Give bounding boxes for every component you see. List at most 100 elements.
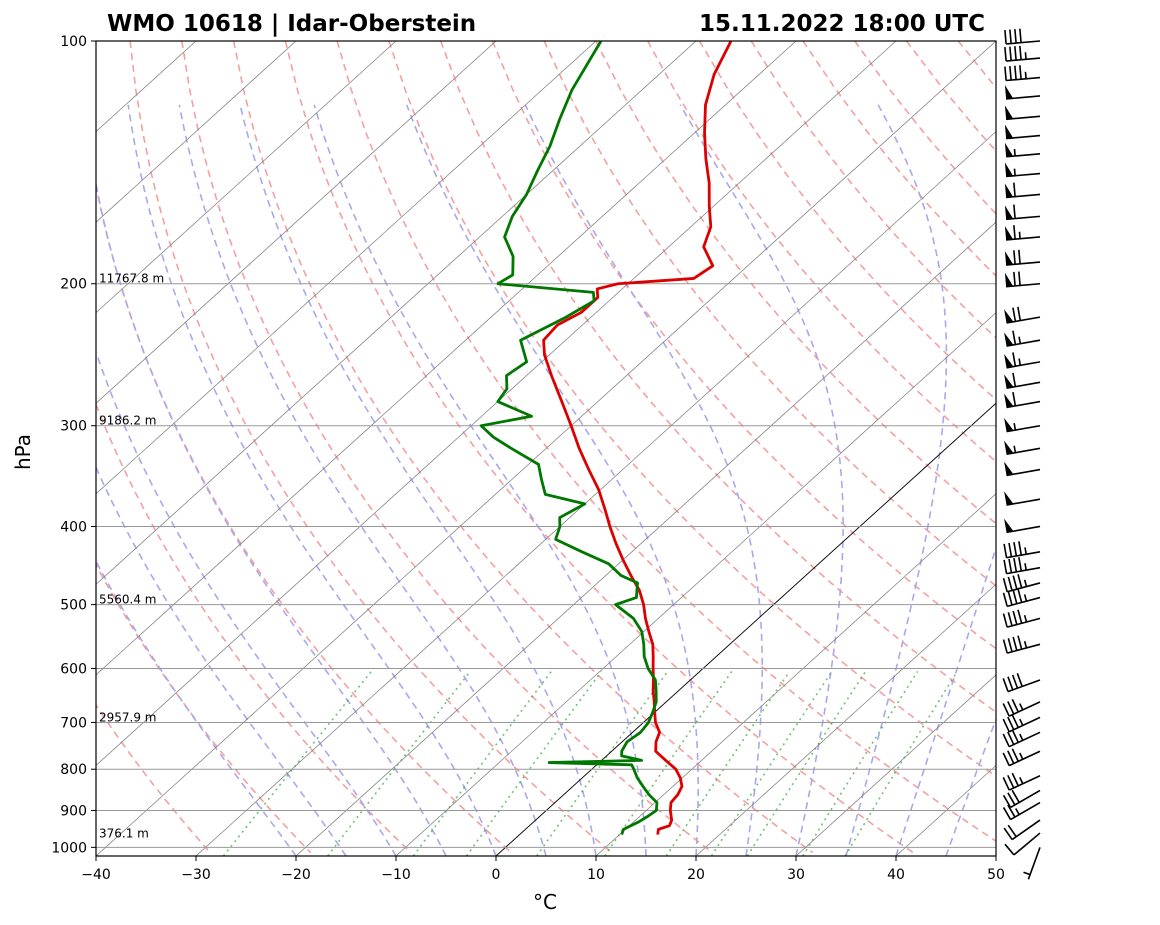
- wind-barb: [1004, 105, 1041, 121]
- barb-flag: [1018, 557, 1023, 572]
- barb-staff: [1006, 215, 1041, 221]
- barb-half-flag: [1013, 168, 1016, 176]
- barb-flag: [1013, 557, 1018, 573]
- dry-adiabat: [129, 41, 613, 854]
- y-tick-label: 900: [60, 803, 87, 819]
- height-label: 376.1 m: [99, 826, 149, 840]
- mixing-ratio-line: [465, 670, 603, 856]
- wind-barb: [1002, 609, 1041, 628]
- barb-flag: [1018, 249, 1021, 264]
- barb-pennant: [1004, 162, 1014, 177]
- wind-barb: [1004, 182, 1041, 199]
- height-label: 9186.2 m: [99, 414, 157, 428]
- barb-half-flag: [1013, 423, 1017, 431]
- barb-pennant: [1004, 518, 1014, 533]
- barb-staff: [1006, 236, 1041, 241]
- moist-adiabat: [239, 104, 597, 856]
- y-axis-label: hPa: [11, 434, 35, 470]
- isotherm: [195, 131, 996, 856]
- wind-barb: [1004, 28, 1041, 45]
- barb-flag: [1009, 46, 1012, 61]
- wind-barb: [1002, 673, 1041, 693]
- moist-adiabat: [524, 104, 764, 856]
- wind-barb: [1023, 847, 1041, 880]
- barb-half-flag: [1023, 594, 1028, 602]
- barb-half-flag: [1024, 71, 1027, 79]
- barb-half-flag: [1019, 752, 1024, 760]
- barb-flag: [1009, 66, 1012, 81]
- x-tick-label: −30: [181, 867, 211, 883]
- zero-isotherm: [495, 402, 996, 856]
- barb-staff: [1006, 282, 1041, 288]
- barb-flag: [1007, 824, 1017, 838]
- barb-flag: [1002, 703, 1010, 717]
- barb-flag: [1012, 610, 1018, 625]
- wind-barb: [1002, 698, 1041, 717]
- isotherm: [595, 493, 996, 856]
- wind-barb: [1002, 714, 1041, 733]
- barb-pennant: [1004, 225, 1014, 240]
- isotherm: [96, 41, 397, 314]
- barb-flag: [1017, 588, 1023, 603]
- barb-half-flag: [1024, 563, 1028, 571]
- barb-staff: [1006, 134, 1041, 140]
- barb-half-flag: [1023, 871, 1031, 876]
- barb-pennant: [1004, 142, 1014, 157]
- x-axis-label: °C: [533, 890, 557, 914]
- wind-barb: [1004, 204, 1041, 221]
- barb-half-flag: [1018, 336, 1022, 344]
- wind-barb: [1002, 789, 1041, 809]
- wind-barb: [1004, 832, 1041, 856]
- x-tick-label: −20: [281, 867, 311, 883]
- barb-pennant: [1004, 272, 1014, 287]
- barb-half-flag: [1013, 148, 1016, 157]
- barb-flag: [1007, 804, 1016, 818]
- wind-barb: [1004, 372, 1041, 389]
- temperature-line: [542, 41, 733, 835]
- barb-half-flag: [1023, 579, 1028, 587]
- wind-barbs: [1002, 28, 1041, 880]
- barb-flag: [1002, 678, 1009, 692]
- isotherm: [395, 312, 996, 856]
- barb-flag: [1017, 574, 1023, 589]
- barb-staff: [1006, 40, 1041, 45]
- barb-pennant: [1004, 393, 1014, 408]
- mixing-ratio-line: [327, 670, 471, 856]
- barb-flag: [1012, 590, 1018, 604]
- wind-barb: [1004, 306, 1041, 324]
- dry-adiabat: [543, 41, 996, 587]
- barb-half-flag: [1015, 808, 1020, 815]
- barb-flag: [1003, 827, 1013, 841]
- y-tick-label: 800: [60, 762, 87, 778]
- barb-flag: [1002, 807, 1012, 820]
- barb-pennant: [1004, 251, 1014, 266]
- isotherm: [96, 41, 497, 404]
- barb-half-flag: [1024, 547, 1028, 555]
- barb-staff: [1006, 152, 1041, 158]
- wind-barb: [1002, 801, 1041, 821]
- barb-flag: [1008, 558, 1013, 573]
- barb-flag: [1011, 772, 1019, 787]
- barb-half-flag: [1018, 358, 1022, 366]
- wind-barb: [1002, 729, 1041, 748]
- isotherm: [695, 583, 996, 856]
- wind-barb: [1002, 635, 1041, 654]
- barb-flag: [1007, 792, 1016, 806]
- moist-adiabat: [96, 349, 397, 856]
- dry-adiabat: [284, 41, 914, 854]
- y-tick-label: 1000: [51, 840, 87, 856]
- barb-half-flag: [1023, 640, 1028, 649]
- barb-flag: [1013, 271, 1016, 286]
- wind-barb: [1004, 518, 1041, 534]
- barb-flag: [1002, 639, 1008, 654]
- barb-pennant: [1004, 332, 1014, 347]
- dry-adiabat: [232, 41, 814, 854]
- barb-flag: [1012, 352, 1017, 367]
- moist-adiabat: [405, 104, 699, 856]
- isotherm: [96, 41, 897, 766]
- moist-adiabat: [679, 104, 844, 856]
- x-tick-label: 40: [887, 867, 905, 883]
- barb-flag: [1004, 66, 1007, 81]
- isotherm: [96, 41, 996, 856]
